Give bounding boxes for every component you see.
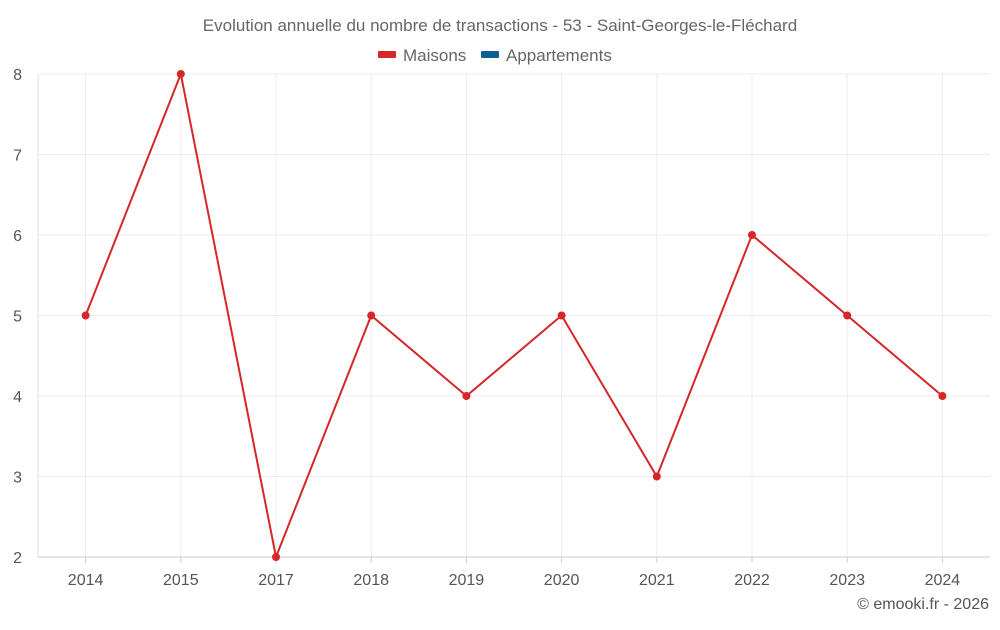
x-tick-label: 2017 [258, 572, 294, 589]
data-point-maisons[interactable] [938, 392, 947, 400]
x-tick-label: 2018 [353, 572, 389, 589]
chart-credit: © emooki.fr - 2026 [857, 596, 989, 613]
data-point-maisons[interactable] [652, 472, 661, 481]
legend-swatch-maisons [378, 51, 396, 58]
x-tick-label: 2021 [639, 572, 675, 589]
legend-item-maisons[interactable]: Maisons [378, 46, 466, 65]
series-layer [81, 70, 947, 561]
x-tick-label: 2022 [734, 572, 770, 589]
series-line-maisons [84, 73, 944, 558]
legend-swatch-appartements [481, 51, 499, 58]
data-point-maisons[interactable] [367, 311, 376, 320]
axes: 2 3 4 5 6 7 8 2014 2015 2017 2018 2019 2020 2021 2022 2… [13, 67, 990, 589]
y-tick-label: 5 [13, 309, 22, 326]
x-tick-label: 2023 [829, 572, 865, 589]
legend-item-appartements[interactable]: Appartements [481, 46, 612, 65]
data-point-maisons[interactable] [843, 311, 852, 320]
data-point-maisons[interactable] [462, 392, 471, 400]
legend: Maisons Appartements [378, 46, 612, 65]
x-tick-label: 2024 [925, 572, 961, 589]
data-point-maisons[interactable] [748, 231, 756, 239]
legend-label-appartements: Appartements [506, 46, 612, 65]
y-tick-label: 3 [13, 470, 22, 487]
data-point-maisons[interactable] [81, 311, 90, 320]
y-tick-label: 6 [13, 228, 22, 245]
data-point-maisons[interactable] [557, 311, 566, 320]
y-tick-label: 2 [13, 550, 22, 567]
y-tick-label: 7 [13, 148, 22, 165]
x-tick-label: 2015 [163, 572, 199, 589]
x-tick-label: 2020 [544, 572, 580, 589]
data-point-maisons[interactable] [272, 553, 280, 561]
x-tick-label: 2014 [68, 572, 104, 589]
y-tick-label: 4 [13, 389, 22, 406]
y-tick-label: 8 [13, 67, 22, 84]
chart-title: Evolution annuelle du nombre de transact… [203, 16, 797, 35]
legend-label-maisons: Maisons [403, 46, 466, 65]
x-tick-label: 2019 [449, 572, 485, 589]
data-point-maisons[interactable] [176, 70, 185, 78]
